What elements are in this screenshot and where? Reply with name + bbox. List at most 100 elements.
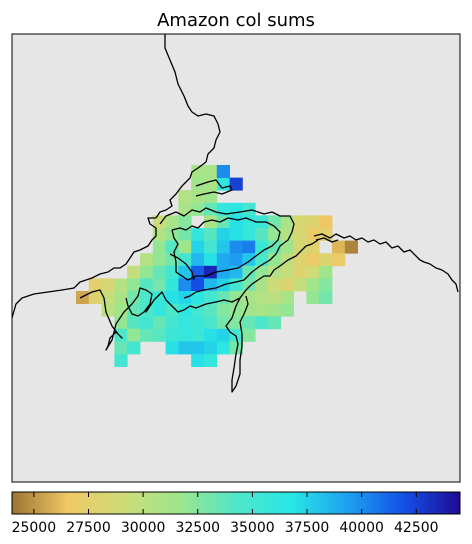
colorbar-tick-label: 32500 <box>175 520 220 536</box>
heatmap-cell <box>204 228 218 241</box>
heatmap-cell <box>152 265 166 279</box>
heatmap-cell <box>229 253 243 267</box>
heatmap-cell <box>204 240 218 254</box>
heatmap-cell <box>268 303 282 317</box>
heatmap-cell <box>229 228 243 241</box>
heatmap-cell <box>191 190 205 204</box>
coastlines <box>12 34 459 393</box>
island-detail <box>169 253 195 281</box>
heatmap-cell <box>191 165 205 178</box>
heatmap-cell <box>319 265 333 279</box>
heatmap-cell <box>101 278 115 292</box>
coastline-west <box>12 217 157 319</box>
heatmap-cell <box>332 240 346 254</box>
heatmap-cell <box>242 291 256 304</box>
colorbar-tick-label: 37500 <box>285 520 330 536</box>
heatmap-cell <box>204 291 218 304</box>
heatmap-cell <box>319 253 333 267</box>
heatmap-cell <box>242 316 256 330</box>
heatmap-cell <box>191 328 205 342</box>
heatmap-cell <box>293 278 307 292</box>
heatmap-cell <box>152 303 166 317</box>
heatmap-cell <box>178 328 192 342</box>
heatmap-cell <box>165 328 179 342</box>
heatmap-cell <box>152 215 166 229</box>
coastline-east-inner <box>315 237 339 243</box>
heatmap-cell <box>280 278 294 292</box>
island-outline <box>171 217 281 281</box>
heatmap-cell <box>268 316 282 330</box>
heatmap-cell <box>216 328 230 342</box>
heatmap-cell <box>268 278 282 292</box>
heatmap-cell <box>88 278 102 292</box>
heatmap-cell <box>191 228 205 241</box>
heatmap-cell <box>191 177 205 191</box>
heatmap-cell <box>165 316 179 330</box>
heatmap-cell <box>114 316 128 330</box>
colorbar-tick-label: 25000 <box>12 520 57 536</box>
heatmap-cell <box>306 215 320 229</box>
heatmap-cell <box>204 354 218 367</box>
colorbar-tick-label: 30000 <box>121 520 166 536</box>
heatmap-cell <box>140 278 154 292</box>
heatmap-cell <box>268 253 282 267</box>
heatmap-cell <box>204 328 218 342</box>
heatmap-cell <box>140 265 154 279</box>
heatmap-cell <box>242 303 256 317</box>
heatmap-cell <box>191 253 205 267</box>
heatmap-cell <box>204 253 218 267</box>
heatmap-cell <box>216 165 230 178</box>
heatmap-cell <box>344 240 358 254</box>
heatmap-cell <box>306 291 320 304</box>
heatmap-cell <box>114 291 128 304</box>
heatmap-cell <box>114 341 128 355</box>
heatmap-cell <box>140 328 154 342</box>
colorbar-tick-label: 42500 <box>394 520 439 536</box>
heatmap-cell <box>127 341 141 355</box>
heatmap-cell <box>204 215 218 229</box>
heatmap-cell <box>191 278 205 292</box>
heatmap-cell <box>178 341 192 355</box>
heatmap-cell <box>204 165 218 178</box>
heatmap-cell <box>242 265 256 279</box>
heatmap-cell <box>229 291 243 304</box>
heatmap-cell <box>229 215 243 229</box>
heatmap-cell <box>216 228 230 241</box>
heatmap-cell <box>306 240 320 254</box>
heatmap-cell <box>178 253 192 267</box>
channel-detail <box>195 179 233 197</box>
heatmap-cell <box>268 291 282 304</box>
heatmap-cell <box>165 291 179 304</box>
chart-title: Amazon col sums <box>157 10 315 31</box>
heatmap-cell <box>152 253 166 267</box>
heatmap-cell <box>140 291 154 304</box>
heatmap-cell <box>191 291 205 304</box>
heatmap-cell <box>178 215 192 229</box>
heatmap-cell <box>101 303 115 317</box>
heatmap-cell <box>242 228 256 241</box>
heatmap-cell <box>306 278 320 292</box>
heatmap-cell <box>152 228 166 241</box>
heatmap-cell <box>165 228 179 241</box>
heatmap-cell <box>178 228 192 241</box>
heatmap-cell <box>306 253 320 267</box>
south-bank <box>79 239 319 351</box>
heatmap-cell <box>319 278 333 292</box>
heatmap-cell <box>319 215 333 229</box>
heatmap-cell <box>127 316 141 330</box>
heatmap-cell <box>165 341 179 355</box>
heatmap-cell <box>191 316 205 330</box>
heatmap-cell <box>152 328 166 342</box>
heatmap-cell <box>88 291 102 304</box>
heatmap-cell <box>152 316 166 330</box>
heatmap-cell <box>165 303 179 317</box>
coastline-east <box>313 233 459 293</box>
heatmap-cell <box>293 228 307 241</box>
heatmap-cell <box>268 265 282 279</box>
heatmap-cell <box>242 278 256 292</box>
colorbar-fill <box>11 491 461 515</box>
heatmap-cell <box>127 303 141 317</box>
heatmap-cell <box>242 202 256 216</box>
heatmap-cell <box>332 253 346 267</box>
heatmap-cell <box>152 240 166 254</box>
